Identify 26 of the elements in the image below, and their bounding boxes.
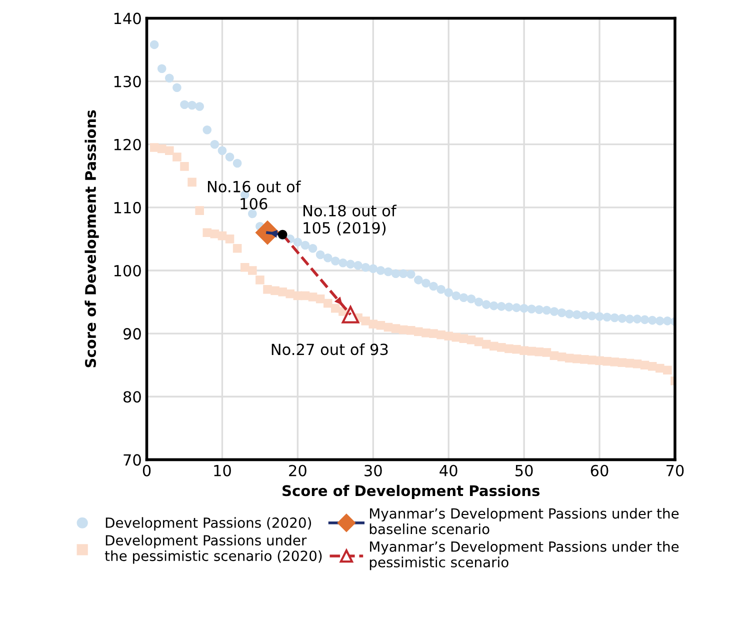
legend-label: Myanmar’s Development Passions under the baseline scenario — [370, 508, 679, 534]
legend-label: Development Passions (2020) — [106, 517, 312, 531]
x-tick-label: 0 — [142, 464, 151, 476]
y-tick-label: 110 — [114, 202, 141, 214]
annotation: No.16 out of 106 — [208, 180, 302, 210]
annotation: No.27 out of 93 — [272, 343, 388, 356]
y-tick-label: 70 — [124, 454, 141, 466]
x-tick-label: 70 — [666, 464, 684, 476]
x-axis-title: Score of Development Passions — [282, 484, 540, 500]
y-tick-label: 90 — [123, 328, 141, 340]
x-tick-label: 20 — [289, 464, 306, 476]
y-tick-label: 120 — [114, 138, 141, 150]
y-axis-title: Score of Development Passions — [84, 110, 99, 368]
x-tick-label: 40 — [440, 464, 458, 476]
y-tick-label: 130 — [114, 76, 141, 88]
x-tick-label: 30 — [364, 464, 382, 476]
y-tick-label: 140 — [114, 12, 141, 24]
x-tick-label: 10 — [214, 464, 231, 476]
y-tick-label: 80 — [124, 391, 141, 403]
x-tick-label: 50 — [516, 464, 533, 476]
annotation: No.18 out of 105 (2019) — [304, 204, 397, 236]
legend-label: Development Passions under the pessimistic scenario (2020) — [104, 534, 322, 564]
y-tick-label: 100 — [114, 264, 141, 277]
x-tick-label: 60 — [590, 464, 608, 476]
point — [342, 306, 360, 324]
legend-label: Myanmar’s Development Passions under the pessimistic scenario — [370, 541, 679, 570]
